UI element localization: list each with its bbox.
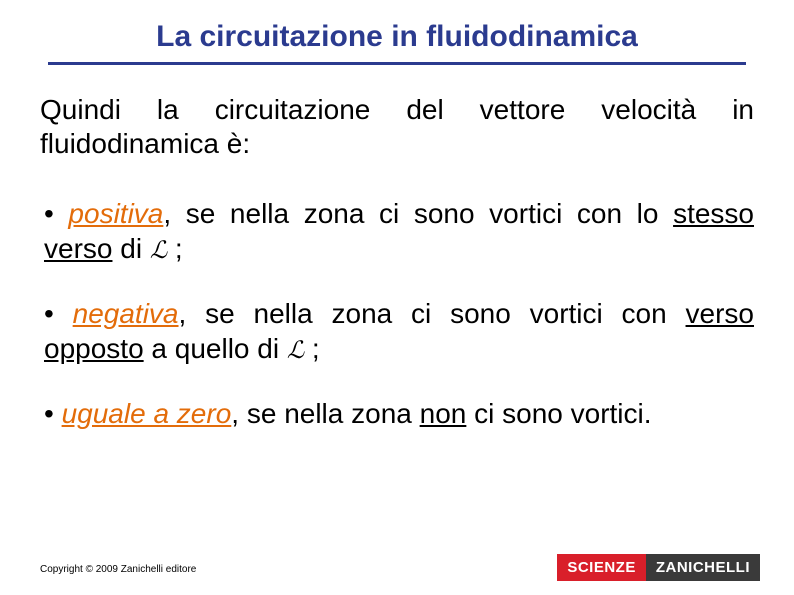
keyword-positiva: positiva [68, 198, 163, 229]
bullet-text: ci sono vortici. [466, 398, 651, 429]
bullet-dot-icon: • [44, 198, 68, 229]
bullet-dot-icon: • [44, 298, 73, 329]
bullet-zero: • uguale a zero, se nella zona non ci so… [40, 396, 754, 431]
script-symbol: ℒ [150, 238, 167, 264]
keyword-zero: uguale a zero [62, 398, 232, 429]
bullet-text: ; [304, 333, 320, 364]
brand-logo: SCIENZE ZANICHELLI [557, 554, 760, 581]
bullet-text: di [112, 233, 149, 264]
bullet-text: , se nella zona ci sono vortici con lo [163, 198, 673, 229]
slide: La circuitazione in fluidodinamica Quind… [0, 0, 794, 595]
keyword-negativa: negativa [73, 298, 179, 329]
brand-scienze: SCIENZE [557, 554, 646, 581]
bullet-text: ; [167, 233, 183, 264]
underline-text: non [420, 398, 467, 429]
bullet-text: a quello di [144, 333, 287, 364]
bullet-positiva: • positiva, se nella zona ci sono vortic… [40, 196, 754, 266]
script-symbol: ℒ [287, 338, 304, 364]
bullet-text: , se nella zona ci sono vortici con [179, 298, 686, 329]
bullet-dot-icon: • [44, 398, 62, 429]
title-underline [48, 62, 746, 65]
bullet-text: , se nella zona [231, 398, 419, 429]
slide-title: La circuitazione in fluidodinamica [40, 20, 754, 62]
intro-text: Quindi la circuitazione del vettore velo… [40, 93, 754, 160]
brand-zanichelli: ZANICHELLI [646, 554, 760, 581]
bullet-negativa: • negativa, se nella zona ci sono vortic… [40, 296, 754, 366]
copyright-text: Copyright © 2009 Zanichelli editore [40, 564, 196, 575]
